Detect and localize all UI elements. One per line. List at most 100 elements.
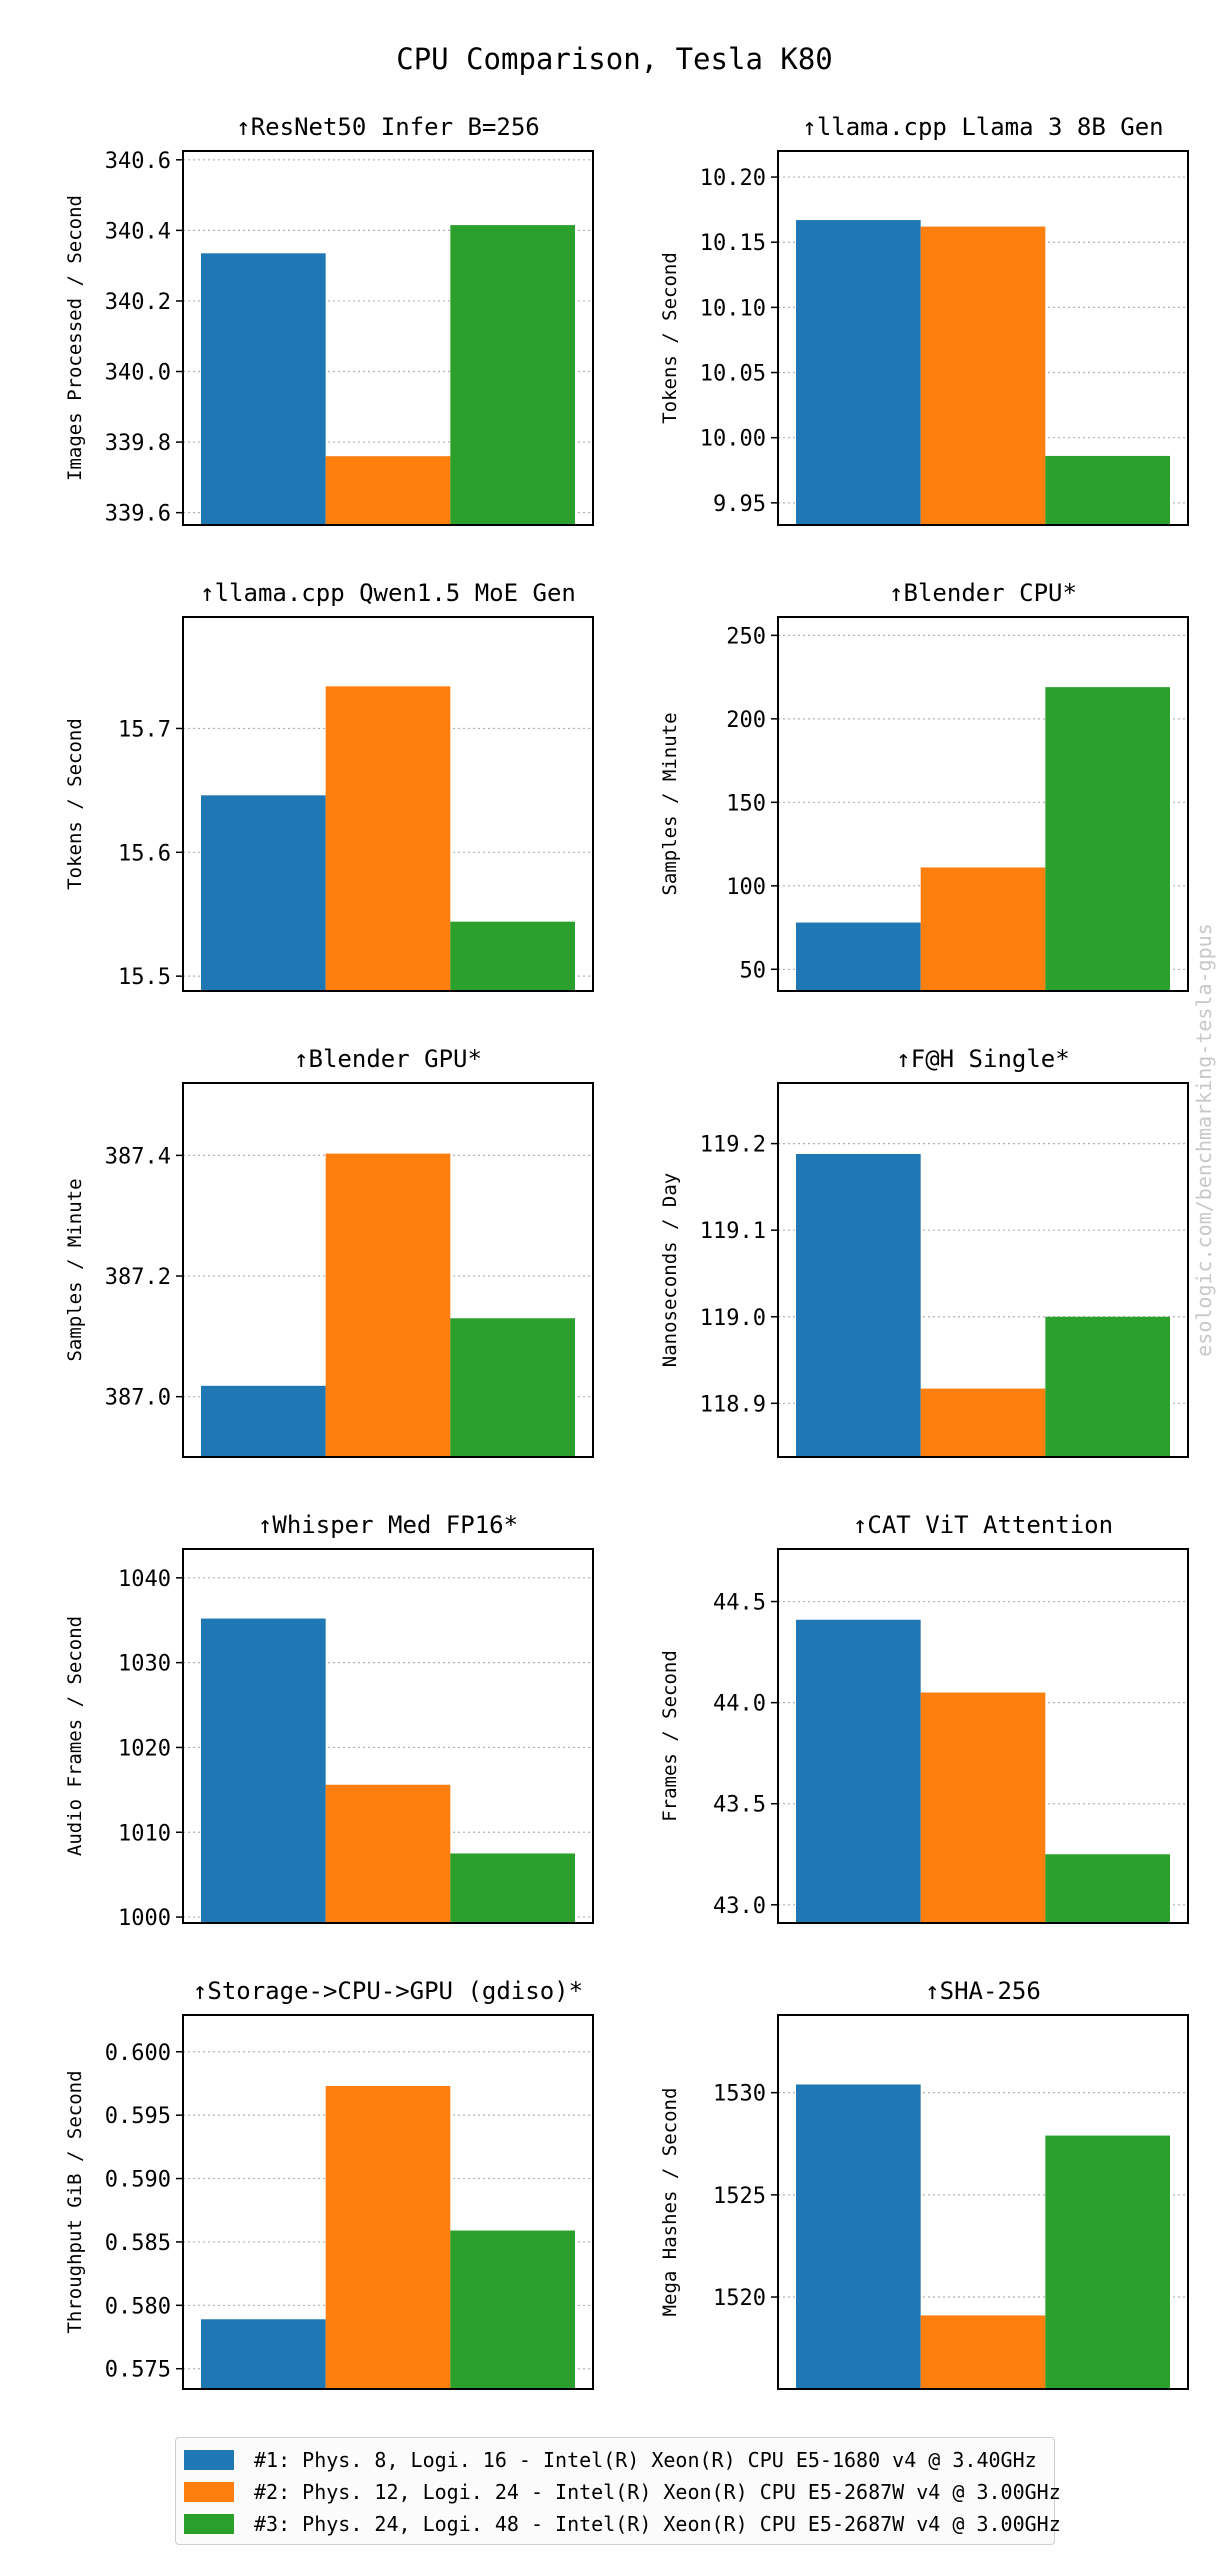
legend-entry-2: #2: Phys. 12, Logi. 24 - Intel(R) Xeon(R… [184, 2476, 1061, 2508]
y-tick-label: 119.1 [700, 1219, 766, 1244]
subplot-title: ↑ResNet50 Infer B=256 [236, 113, 539, 141]
subplot-title: ↑SHA-256 [925, 1977, 1041, 2005]
bar-3 [1045, 1854, 1170, 1923]
bar-1 [201, 253, 326, 526]
bar-2 [920, 2315, 1046, 2389]
y-tick-label: 340.4 [105, 219, 171, 244]
bar-1 [201, 1385, 326, 1457]
legend-label-3: #3: Phys. 24, Logi. 48 - Intel(R) Xeon(R… [254, 2512, 1061, 2536]
bar-1 [796, 922, 921, 991]
y-tick-label: 340.0 [105, 361, 171, 386]
y-tick-label: 1530 [713, 2082, 766, 2107]
y-tick-label: 340.2 [105, 290, 171, 315]
bar-3 [1045, 2135, 1170, 2389]
chart-4: 50 100 150 200 250 ↑Blender CPU* Samples / Min… [659, 579, 1189, 992]
bar-2 [325, 2085, 451, 2389]
y-tick-label: 10.00 [700, 427, 766, 452]
bar-1 [201, 795, 326, 991]
axes-frame [182, 2014, 594, 2390]
bar-2 [920, 867, 1046, 991]
chart-7: 1000 1010 1020 1030 1040 ↑Whisper Med FP16* Au… [64, 1511, 594, 1931]
bar-2 [920, 1388, 1046, 1457]
y-tick-label: 100 [726, 875, 766, 900]
y-axis-label: Mega Hashes / Second [659, 2088, 681, 2317]
y-tick-label: 1040 [118, 1567, 171, 1592]
chart-10: 1520 1525 1530 ↑SHA-256 Mega Hashes / Second [659, 1977, 1189, 2390]
y-tick-label: 44.0 [713, 1692, 766, 1717]
y-tick-label: 200 [726, 708, 766, 733]
bar-2 [920, 1692, 1046, 1923]
y-tick-label: 10.05 [700, 362, 766, 387]
y-tick-label: 1525 [713, 2184, 766, 2209]
bar-2 [920, 226, 1046, 525]
legend-label-2: #2: Phys. 12, Logi. 24 - Intel(R) Xeon(R… [254, 2480, 1061, 2504]
y-tick-label: 15.6 [118, 841, 171, 866]
legend: #1: Phys. 8, Logi. 16 - Intel(R) Xeon(R)… [175, 2437, 1061, 2545]
y-tick-label: 387.2 [105, 1265, 171, 1290]
y-tick-label: 0.575 [105, 2358, 171, 2383]
y-tick-label: 0.600 [105, 2041, 171, 2066]
y-tick-label: 339.6 [105, 502, 171, 527]
bar-2 [325, 1784, 451, 1923]
bar-3 [450, 225, 575, 525]
bar-3 [450, 921, 575, 991]
y-tick-label: 0.580 [105, 2294, 171, 2319]
bar-3 [450, 1318, 575, 1457]
bar-1 [201, 1618, 326, 1923]
y-tick-label: 0.590 [105, 2168, 171, 2193]
chart-6: 118.9 119.0 119.1 119.2 ↑F@H Single* Nanoseco… [659, 1045, 1189, 1458]
legend-swatch-3 [184, 2514, 234, 2534]
bar-2 [325, 686, 451, 991]
subplot-title: ↑Storage->CPU->GPU (gdiso)* [193, 1977, 583, 2005]
legend-label-1: #1: Phys. 8, Logi. 16 - Intel(R) Xeon(R)… [254, 2448, 1037, 2472]
y-tick-label: 10.15 [700, 231, 766, 256]
y-tick-label: 340.6 [105, 149, 171, 174]
y-tick-label: 44.5 [713, 1591, 766, 1616]
subplot-title: ↑CAT ViT Attention [853, 1511, 1113, 1539]
y-tick-label: 150 [726, 791, 766, 816]
watermark-text: esologic.com/benchmarking-tesla-gpus [1192, 923, 1216, 1357]
bar-1 [796, 1619, 921, 1923]
subplot-title: ↑llama.cpp Llama 3 8B Gen [802, 113, 1163, 141]
y-axis-label: Throughput GiB / Second [64, 2070, 86, 2333]
chart-2: 9.95 10.00 10.05 10.10 10.15 10.20 ↑llama.cpp … [659, 113, 1189, 526]
bar-3 [1045, 1316, 1170, 1457]
axes-frame [777, 150, 1189, 526]
y-tick-label: 339.8 [105, 431, 171, 456]
y-tick-label: 1520 [713, 2286, 766, 2311]
subplot-title: ↑F@H Single* [896, 1045, 1069, 1073]
axes-frame [182, 616, 594, 992]
axes-frame [777, 616, 1189, 992]
chart-8: 43.0 43.5 44.0 44.5 ↑CAT ViT Attention Frames… [659, 1511, 1189, 1924]
y-axis-label: Samples / Minute [64, 1178, 86, 1361]
bar-2 [325, 1153, 451, 1457]
y-tick-label: 1030 [118, 1652, 171, 1677]
y-tick-label: 1010 [118, 1821, 171, 1846]
chart-grid: 339.6 339.8 340.0 340.2 340.4 340.6 ↑ResNet50 … [64, 113, 1189, 2390]
chart-9: 0.575 0.580 0.585 0.590 0.595 0.600 ↑Storage->… [64, 1977, 594, 2390]
y-axis-label: Samples / Minute [659, 712, 681, 895]
bar-3 [1045, 455, 1170, 525]
axes-frame [182, 1082, 594, 1458]
y-tick-label: 387.4 [105, 1144, 171, 1169]
y-tick-label: 50 [740, 958, 767, 983]
legend-entry-3: #3: Phys. 24, Logi. 48 - Intel(R) Xeon(R… [184, 2508, 1061, 2540]
subplot-title: ↑Blender GPU* [294, 1045, 482, 1073]
y-tick-label: 15.5 [118, 965, 171, 990]
bar-2 [325, 456, 451, 525]
y-tick-label: 43.5 [713, 1793, 766, 1818]
y-tick-label: 15.7 [118, 717, 171, 742]
axes-frame [777, 1548, 1189, 1924]
bar-3 [450, 2230, 575, 2389]
y-axis-label: Audio Frames / Second [64, 1616, 86, 1856]
y-tick-label: 387.0 [105, 1386, 171, 1411]
y-tick-label: 1000 [118, 1906, 171, 1931]
bar-1 [796, 220, 921, 525]
legend-swatch-1 [184, 2450, 234, 2470]
y-tick-label: 1020 [118, 1736, 171, 1761]
y-tick-label: 118.9 [700, 1392, 766, 1417]
subplot-title: ↑Whisper Med FP16* [258, 1511, 518, 1539]
y-axis-label: Tokens / Second [659, 252, 681, 424]
y-tick-label: 0.585 [105, 2231, 171, 2256]
y-tick-label: 0.595 [105, 2104, 171, 2129]
